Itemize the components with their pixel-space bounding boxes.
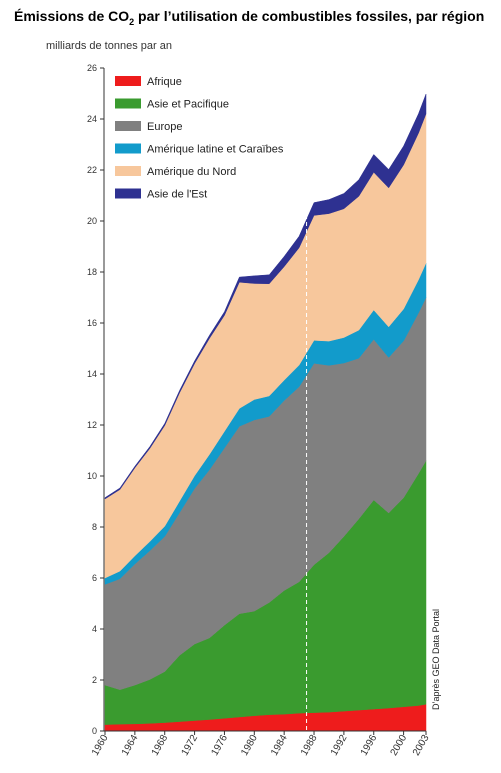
x-tick-label: 1960 bbox=[90, 733, 111, 758]
y-tick-label: 22 bbox=[87, 165, 97, 175]
x-tick-label: 1976 bbox=[209, 733, 230, 758]
x-axis: 1960 1964 1968 1972 1976 1980 1984 1988 1992 1996… bbox=[90, 730, 432, 758]
y-tick-label: 4 bbox=[92, 624, 97, 634]
x-tick-label: 1968 bbox=[150, 733, 171, 758]
y-tick-label: 0 bbox=[92, 726, 97, 736]
legend-swatch-1 bbox=[115, 76, 141, 86]
y-tick-label: 14 bbox=[87, 369, 97, 379]
chart-title: Émissions de CO2 par l’utilisation de co… bbox=[14, 8, 485, 27]
legend-swatch-5 bbox=[115, 166, 141, 176]
legend-swatch-6 bbox=[115, 188, 141, 199]
legend-label-5: Amérique du Nord bbox=[147, 166, 236, 178]
legend-label-3: Europe bbox=[147, 121, 182, 133]
legend-swatch-3 bbox=[115, 121, 141, 131]
y-tick-label: 10 bbox=[87, 471, 97, 481]
y-tick-label: 20 bbox=[87, 216, 97, 226]
legend-label-6: Asie de l'Est bbox=[147, 189, 207, 201]
x-tick-label: 1964 bbox=[120, 733, 141, 758]
y-tick-label: 12 bbox=[87, 420, 97, 430]
x-tick-label: 2003 bbox=[411, 733, 432, 758]
y-tick-label: 18 bbox=[87, 267, 97, 277]
x-tick-label: 1992 bbox=[329, 733, 350, 758]
x-tick-label: 1996 bbox=[359, 733, 380, 758]
x-tick-label: 1980 bbox=[239, 733, 260, 758]
x-tick-label: 1984 bbox=[269, 733, 290, 758]
legend-swatch-2 bbox=[115, 98, 141, 109]
legend: Afrique Asie et Pacifique Europe Amérique l… bbox=[115, 76, 284, 201]
legend-swatch-4 bbox=[115, 143, 141, 154]
y-axis-unit-label: milliards de tonnes par an bbox=[46, 40, 172, 52]
source-credit: D’après GEO Data Portal bbox=[431, 608, 441, 710]
y-tick-label: 16 bbox=[87, 318, 97, 328]
y-tick-label: 2 bbox=[92, 675, 97, 685]
x-tick-label: 1988 bbox=[299, 733, 320, 758]
legend-label-1: Afrique bbox=[147, 76, 182, 88]
legend-label-2: Asie et Pacifique bbox=[147, 99, 229, 111]
stacked-areas bbox=[104, 93, 427, 732]
series-area-6 bbox=[104, 93, 427, 500]
y-tick-label: 26 bbox=[87, 63, 97, 73]
y-tick-label: 6 bbox=[92, 573, 97, 583]
y-tick-label: 8 bbox=[92, 522, 97, 532]
x-tick-label: 1972 bbox=[180, 733, 201, 758]
legend-label-4: Amérique latine et Caraïbes bbox=[147, 144, 284, 156]
y-tick-label: 24 bbox=[87, 114, 97, 124]
x-tick-label: 2000 bbox=[389, 733, 410, 758]
